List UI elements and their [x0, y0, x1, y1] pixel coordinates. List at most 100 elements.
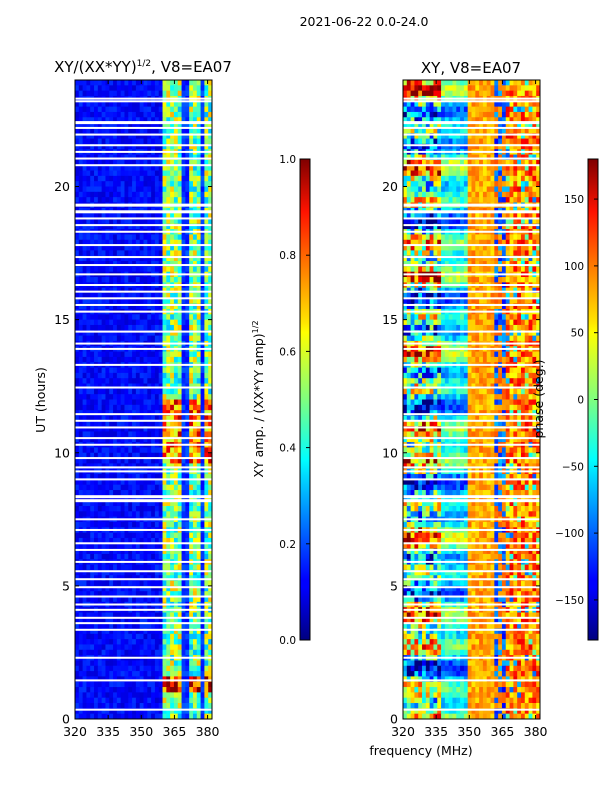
flagged-row-phase [403, 622, 540, 625]
amplitude-y-tick-label: 5 [62, 578, 70, 593]
phase-colorbar-ticks: 150 100 50 0 −50 −100 −150 [555, 194, 598, 607]
flagged-row-amplitude [75, 121, 212, 125]
flagged-row-phase [403, 419, 540, 422]
flagged-row-amplitude [75, 622, 212, 625]
flagged-row-phase [403, 478, 540, 481]
phase-panel-title: XY, V8=EA07 [421, 59, 521, 77]
flagged-row-amplitude [75, 203, 212, 207]
flagged-row-phase [403, 499, 540, 503]
flagged-row-phase [403, 290, 540, 293]
phase-y-tick-label: 15 [382, 312, 398, 327]
flagged-row-phase [403, 443, 540, 446]
flagged-row-phase [403, 144, 540, 147]
flagged-row-phase [403, 586, 540, 589]
phase-y-tick-label: 20 [382, 179, 398, 194]
flagged-row-phase [403, 495, 540, 499]
flagged-row-phase [403, 210, 540, 214]
phase-x-ticks: 320 335 350 365 380 [391, 80, 548, 739]
flagged-row-amplitude [75, 478, 212, 481]
flagged-row-phase [403, 217, 540, 220]
flagged-row-amplitude [75, 244, 212, 247]
phase-colorbar: 150 100 50 0 −50 −100 −150 phase (deg.) [531, 158, 599, 641]
amplitude-colorbar-tick-label: 0.4 [279, 443, 296, 455]
phase-y-tick-label: 10 [382, 445, 398, 460]
flagged-row-amplitude [75, 528, 212, 531]
flagged-row-amplitude [75, 578, 212, 581]
flagged-row-amplitude [75, 542, 212, 545]
flagged-row-phase [403, 679, 540, 682]
flagged-row-amplitude [75, 466, 212, 469]
flagged-row-amplitude [75, 586, 212, 589]
flagged-row-phase [403, 264, 540, 267]
flagged-row-phase [403, 518, 540, 521]
flagged-row-amplitude [75, 548, 212, 551]
flagged-row-amplitude [75, 608, 212, 611]
flagged-row-phase [403, 203, 540, 207]
flagged-row-amplitude [75, 656, 212, 659]
phase-colorbar-label: phase (deg.) [531, 360, 546, 439]
flagged-row-phase [403, 466, 540, 469]
flagged-row-amplitude [75, 164, 212, 167]
flagged-row-phase [403, 603, 540, 606]
amplitude-x-tick-label: 365 [163, 724, 187, 739]
phase-colorbar-tick-label: −150 [555, 595, 584, 607]
amplitude-colorbar-tick-label: 0.0 [279, 635, 296, 647]
flagged-row-phase [403, 616, 540, 619]
flagged-row-amplitude [75, 126, 212, 129]
flagged-row-amplitude [75, 133, 212, 136]
phase-panel: XY, V8=EA07 320 335 350 365 380 0 5 10 15 20 fre… [369, 59, 547, 758]
flagged-row-amplitude [75, 470, 212, 473]
flagged-row-phase [403, 437, 540, 440]
flagged-row-amplitude [75, 157, 212, 160]
flagged-row-phase [403, 256, 540, 259]
flagged-row-amplitude [75, 224, 212, 227]
flagged-row-phase [403, 310, 540, 313]
flagged-row-phase [403, 297, 540, 300]
flagged-row-amplitude [75, 284, 212, 287]
flagged-row-amplitude [75, 628, 212, 631]
amplitude-panel: XY/(XX*YY)1/2, V8=EA07 320 335 350 365 380 0… [33, 58, 232, 739]
amplitude-colorbar-ticks: 0.0 0.2 0.4 0.6 0.8 1.0 [279, 154, 310, 647]
flagged-row-phase [403, 157, 540, 160]
flagged-row-amplitude [75, 443, 212, 446]
flagged-row-amplitude [75, 310, 212, 313]
amplitude-colorbar-tick-label: 0.2 [279, 539, 296, 551]
phase-y-tick-label: 5 [390, 578, 398, 593]
flagged-row-amplitude [75, 264, 212, 267]
flagged-row-phase [403, 303, 540, 306]
flagged-row-amplitude [75, 297, 212, 300]
phase-heatmap [403, 80, 541, 720]
flagged-row-phase [403, 708, 540, 711]
phase-x-tick-label: 350 [457, 724, 481, 739]
flagged-row-phase [403, 528, 540, 531]
phase-x-tick-label: 335 [424, 724, 448, 739]
flagged-row-amplitude [75, 342, 212, 345]
flagged-row-amplitude [75, 210, 212, 214]
flagged-row-phase [403, 342, 540, 345]
phase-colorbar-tick-label: −100 [555, 528, 584, 540]
amplitude-y-tick-label: 10 [54, 445, 70, 460]
flagged-row-phase [403, 150, 540, 153]
flagged-row-phase [403, 100, 540, 103]
phase-colorbar-tick-label: −50 [562, 461, 584, 473]
flagged-row-phase [403, 656, 540, 659]
amplitude-colorbar-tick-label: 0.8 [279, 250, 296, 262]
phase-x-tick-label: 365 [491, 724, 515, 739]
phase-x-tick-label: 320 [391, 724, 415, 739]
flagged-row-amplitude [75, 499, 212, 503]
amplitude-x-tick-label: 380 [196, 724, 220, 739]
flagged-row-amplitude [75, 457, 212, 460]
flagged-row-phase [403, 224, 540, 227]
flagged-row-amplitude [75, 495, 212, 499]
flagged-row-amplitude [75, 347, 212, 350]
amplitude-x-tick-label: 335 [96, 724, 120, 739]
amplitude-axes-frame [74, 79, 213, 720]
flagged-row-phase [403, 347, 540, 350]
phase-colorbar-tick-label: 50 [571, 328, 584, 340]
flagged-row-amplitude [75, 100, 212, 103]
flagged-row-amplitude [75, 708, 212, 711]
amplitude-y-tick-label: 0 [62, 712, 70, 727]
flagged-row-phase [403, 97, 540, 100]
flagged-row-phase [403, 126, 540, 129]
flagged-row-phase [403, 608, 540, 611]
